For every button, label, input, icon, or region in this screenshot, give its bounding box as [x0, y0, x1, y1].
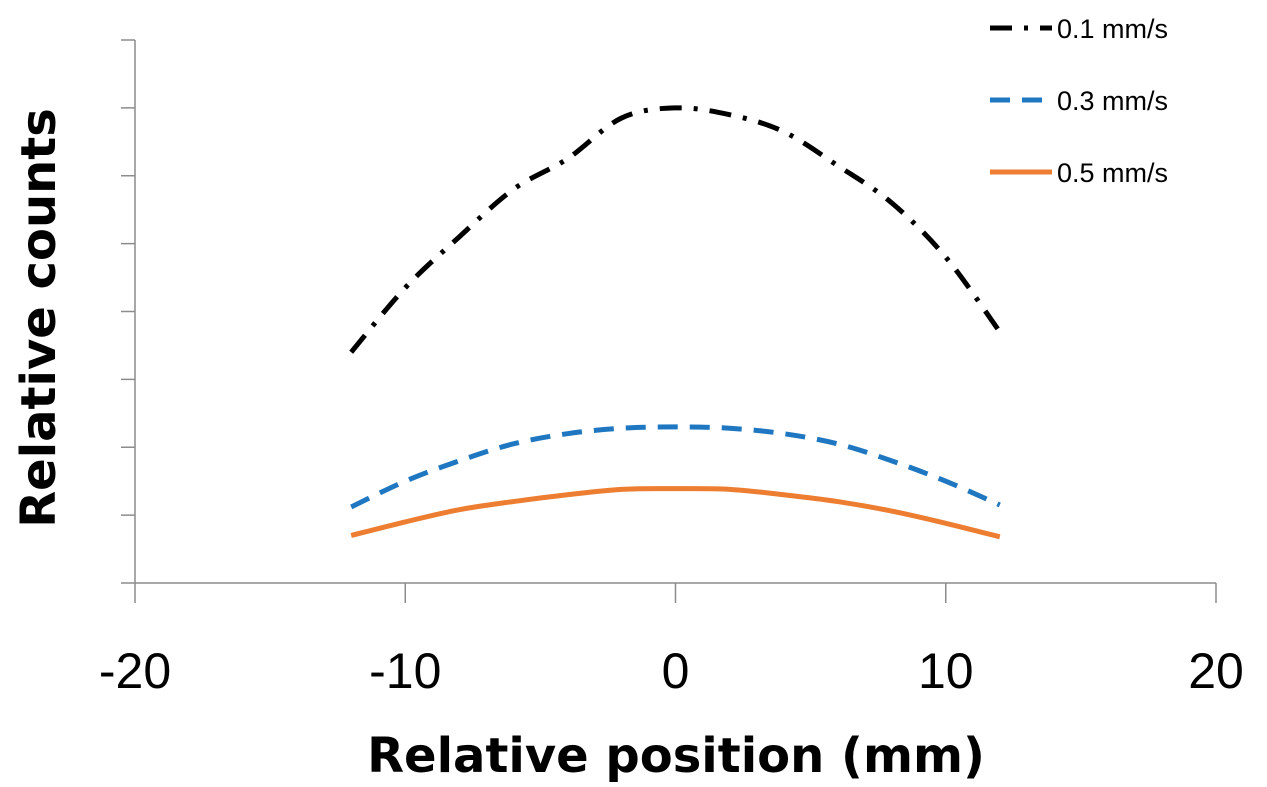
series-line-0-5-mm-s — [350, 486, 1001, 540]
series-line-0-1-mm-s — [349, 105, 1002, 354]
legend-label: 0.1 mm/s — [1057, 14, 1168, 44]
x-axis-title: Relative position (mm) — [367, 728, 985, 784]
x-tick-label: 0 — [662, 643, 690, 699]
y-axis-title: Relative counts — [11, 108, 67, 528]
legend: 0.1 mm/s 0.3 mm/s 0.5 mm/s — [990, 14, 1168, 188]
x-tick-label: -20 — [99, 643, 171, 699]
legend-label: 0.3 mm/s — [1057, 86, 1168, 116]
axes: -20 -10 0 10 20 — [99, 39, 1244, 699]
x-tick-label: 10 — [918, 643, 974, 699]
x-tick-label: 20 — [1188, 643, 1244, 699]
series-layer — [349, 105, 1002, 540]
x-tick-label: -10 — [369, 643, 441, 699]
legend-label: 0.5 mm/s — [1057, 158, 1168, 188]
series-line-0-3-mm-s — [350, 424, 1001, 510]
